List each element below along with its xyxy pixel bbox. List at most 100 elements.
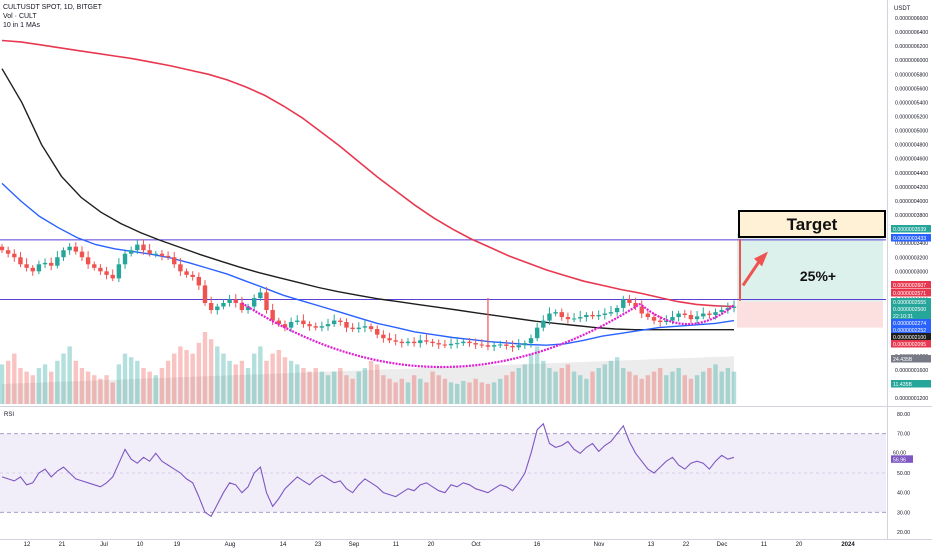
volume-bar [602,364,608,404]
candle-body [307,324,312,327]
candle-body [731,306,737,308]
volume-bar [676,368,681,404]
candle-body [608,312,614,314]
volume-bar [258,346,263,404]
candle-body [694,316,700,320]
price-tick-label: 0.0000004200 [895,185,928,191]
candle-body [178,264,183,272]
candle-body [208,303,214,311]
candle-body [5,250,11,254]
candle-body [227,299,232,303]
symbol-header: CULTUSDT SPOT, 1D, BITGET [3,4,102,11]
time-tick-label: Aug [225,542,236,548]
volume-bar [116,364,122,404]
volume-bar [215,346,220,404]
volume-bar [448,382,454,404]
candle-body [547,313,552,321]
candle-body [276,320,282,325]
volume-bar [55,360,60,404]
candle-body [356,327,361,330]
volume-bar [307,371,312,404]
volume-bar [92,375,97,404]
time-tick-label: 16 [534,542,541,548]
price-tick-label: 0.0000004600 [895,157,928,163]
volume-bar [301,368,306,404]
volume-bar [221,353,226,404]
price-tag-text: 0.0000003433 [893,236,926,242]
volume-bar [418,378,423,404]
candle-body [584,314,589,318]
volume-bar [504,375,509,404]
volume-bar [436,375,441,404]
price-tick-label: 0.0000001200 [895,396,928,402]
price-tag-text: 0.0000002555 [893,300,926,306]
price-tag-text: 0.0000002100 [893,335,926,341]
volume-bar [36,368,42,404]
candle-body [245,306,251,311]
candle-body [510,345,515,348]
price-tag-text: 22:10:31 [893,314,913,320]
volume-bar [30,375,35,404]
volume-bar [528,353,534,404]
volume-bar [319,371,325,404]
volume-bar [147,371,152,404]
time-tick-label: 22 [683,542,690,548]
volume-bar [405,382,411,404]
price-tick-label: 0.0000005400 [895,100,928,106]
candle-body [55,257,60,266]
candle-body [12,253,17,258]
volume-bar [688,378,694,404]
candle-body [215,306,220,311]
rsi-tick-label: 70.00 [897,432,910,438]
volume-bar [387,378,392,404]
rsi-value-text: 60.00 [893,450,906,456]
volume-bar [331,371,337,404]
price-tag [891,355,931,363]
time-tick-label: 14 [280,542,287,548]
candle-body [713,312,718,315]
volume-bar [578,375,583,404]
volume-bar [208,339,214,404]
price-tick-label: 0.0000003800 [895,213,928,219]
volume-bar [713,364,718,404]
candle-body [639,306,644,314]
volume-bar [128,357,134,404]
volume-bar [233,364,238,404]
volume-bar [381,375,386,404]
price-tag-text: 0.0000002274 [893,321,926,327]
price-tag-text: 0.0000002607 [893,283,926,289]
price-tick-label: 0.0000003200 [895,255,928,261]
candle-body [461,341,466,344]
candle-body [491,345,497,347]
candle-body [657,320,663,322]
candle-body [473,343,478,345]
volume-bar [584,378,589,404]
price-tag-text: 0.0000002500 [893,307,926,313]
volume-bar [473,378,478,404]
candle-body [116,264,122,279]
candle-body [98,267,103,272]
volume-bar [153,375,158,404]
candle-body [424,340,429,342]
volume-bar [42,364,48,404]
volume-bar [411,375,417,404]
candle-body [707,313,712,315]
candle-body [67,246,72,251]
price-tag [891,326,931,334]
ma-legend: 10 in 1 MAs [3,22,40,29]
candle-body [196,276,202,286]
volume-bar [61,353,66,404]
profit-zone [737,232,883,302]
volume-bar [190,353,195,404]
volume-bar [719,371,724,404]
volume-bar [571,371,577,404]
volume-bar [368,360,374,404]
volume-bar [350,378,355,404]
candle-body [393,340,398,342]
rsi-tick-label: 50.00 [897,471,910,477]
rsi-tick-label: 20.00 [897,530,910,536]
price-tick-label: 0.0000003000 [895,269,928,275]
volume-bar [0,364,5,404]
